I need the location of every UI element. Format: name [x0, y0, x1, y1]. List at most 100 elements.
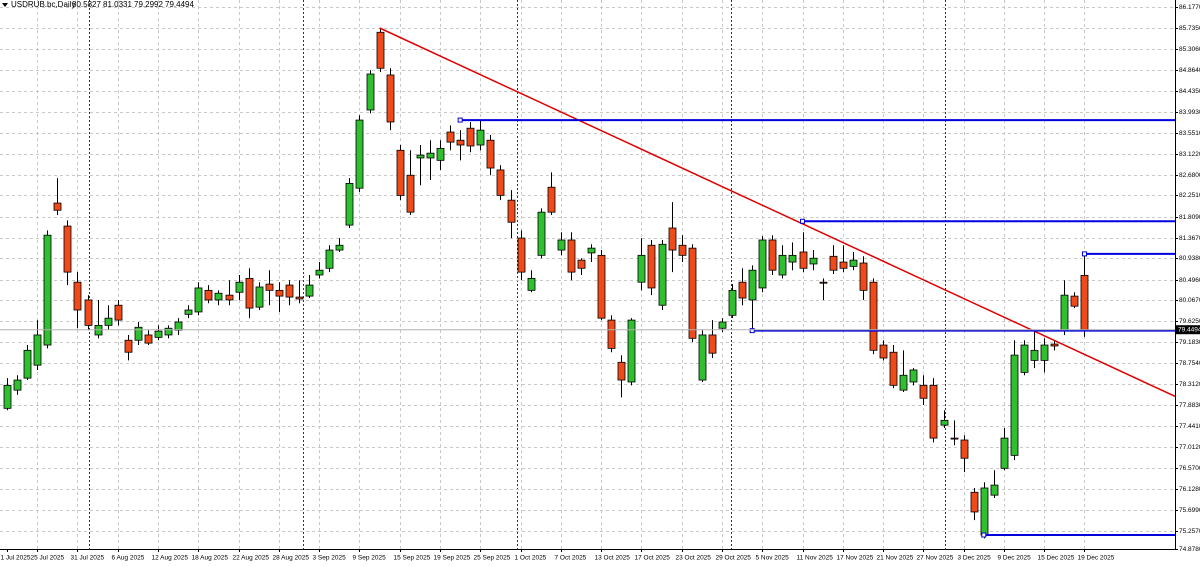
x-tick-label: 1 Oct 2025: [515, 555, 547, 562]
y-tick-label: 77.0120: [1179, 444, 1200, 451]
x-tick-label: 3 Dec 2025: [958, 555, 992, 562]
x-tick-label: 25 Jul 2025: [31, 555, 65, 562]
candle-body: [114, 304, 123, 321]
candle-body: [829, 255, 838, 271]
candle-body: [436, 147, 445, 161]
candle-body: [386, 74, 395, 123]
candle-body: [929, 384, 938, 439]
candle-body: [647, 244, 656, 289]
candle-body: [174, 321, 183, 331]
candle-body: [426, 152, 435, 159]
menu-arrow[interactable]: [2, 3, 8, 7]
candle-body: [396, 149, 405, 196]
candle-body: [788, 254, 797, 263]
x-tick-label: 29 Oct 2025: [716, 555, 752, 562]
candle-body: [899, 374, 908, 391]
candle-body: [1020, 344, 1029, 373]
candle-body: [1070, 295, 1079, 307]
x-tick-label: 1 Jul 2025: [1, 555, 31, 562]
y-tick-label: 80.4960: [1179, 277, 1200, 284]
x-tick-label: 12 Aug 2025: [152, 555, 189, 562]
chart-title: USDRUB.bc,Daily: [11, 0, 75, 9]
candle-body: [295, 296, 304, 300]
y-tick-label: 76.1280: [1179, 486, 1200, 493]
candle-body: [617, 361, 626, 381]
y-tick-label: 75.6990: [1179, 507, 1200, 514]
candle-body: [476, 129, 485, 146]
candle-body: [225, 294, 234, 301]
candle-body: [134, 326, 143, 341]
candle-body: [839, 261, 848, 269]
candle-body: [1080, 274, 1089, 331]
x-tick-label: 19 Sep 2025: [434, 555, 471, 562]
candle-body: [1000, 437, 1009, 469]
x-tick-label: 13 Oct 2025: [595, 555, 631, 562]
candle-body: [859, 262, 868, 291]
candle-body: [517, 237, 526, 273]
candle-body: [990, 484, 999, 496]
candle-body: [879, 344, 888, 359]
y-tick-label: 76.5700: [1179, 465, 1200, 472]
x-tick-label: 6 Aug 2025: [112, 555, 145, 562]
price-label: 79.4494: [1178, 326, 1200, 333]
x-tick-label: 5 Nov 2025: [756, 555, 790, 562]
x-tick-label: 17 Nov 2025: [837, 555, 874, 562]
candle-body: [768, 239, 777, 271]
y-tick-label: 83.1220: [1179, 151, 1200, 158]
candle-body: [43, 234, 52, 346]
x-tick-label: 3 Sep 2025: [313, 555, 347, 562]
x-tick-label: 9 Sep 2025: [353, 555, 387, 562]
x-tick-label: 19 Dec 2025: [1078, 555, 1115, 562]
candle-body: [265, 283, 274, 291]
line-handle: [981, 532, 987, 538]
candle-body: [3, 384, 12, 409]
y-tick-label: 85.7350: [1179, 25, 1200, 32]
candle-body: [53, 202, 62, 211]
y-tick-label: 82.2510: [1179, 192, 1200, 199]
candle-body: [909, 369, 918, 383]
y-tick-label: 77.4410: [1179, 423, 1200, 430]
candle-body: [376, 31, 385, 69]
candle-body: [486, 139, 495, 169]
x-tick-label: 9 Dec 2025: [998, 555, 1032, 562]
line-handle: [1081, 251, 1087, 257]
candle-body: [527, 277, 536, 291]
trend-line: [379, 27, 1176, 398]
candle-body: [970, 491, 979, 513]
candle-body: [849, 259, 858, 267]
ohlc-low: 79.2992: [134, 0, 163, 9]
candle-body: [799, 251, 808, 269]
candle-body: [960, 439, 969, 459]
candle-body: [778, 254, 787, 276]
candle-body: [547, 186, 556, 213]
candle-body: [718, 321, 727, 329]
candle-body: [587, 247, 596, 254]
x-tick-label: 31 Jul 2025: [71, 555, 105, 562]
candle-body: [315, 269, 324, 276]
candle-body: [73, 281, 82, 311]
candle-body: [637, 254, 646, 283]
candle-body: [809, 257, 818, 265]
candle-body: [104, 317, 113, 326]
candle-body: [416, 154, 425, 159]
price-label-box: [1176, 325, 1200, 335]
candle-body: [507, 199, 516, 223]
candle-body: [406, 174, 415, 213]
line-handle: [749, 328, 755, 334]
candle-body: [285, 284, 294, 298]
y-tick-label: 83.5510: [1179, 130, 1200, 137]
candle-body: [869, 281, 878, 351]
candle-body: [184, 309, 193, 315]
title-bar: USDRUB.bc,Daily 80.5827 81.0331 79.2992 …: [2, 0, 194, 9]
candle-body: [748, 269, 757, 301]
x-tick-label: 18 Aug 2025: [192, 555, 229, 562]
candle-body: [537, 211, 546, 256]
candle-body: [63, 225, 72, 273]
candle-body: [245, 277, 254, 309]
candle-body: [144, 334, 153, 344]
x-tick-label: 28 Aug 2025: [273, 555, 310, 562]
candle-body: [124, 339, 133, 353]
candle-body: [23, 349, 32, 379]
ohlc-high: 81.0331: [103, 0, 132, 9]
